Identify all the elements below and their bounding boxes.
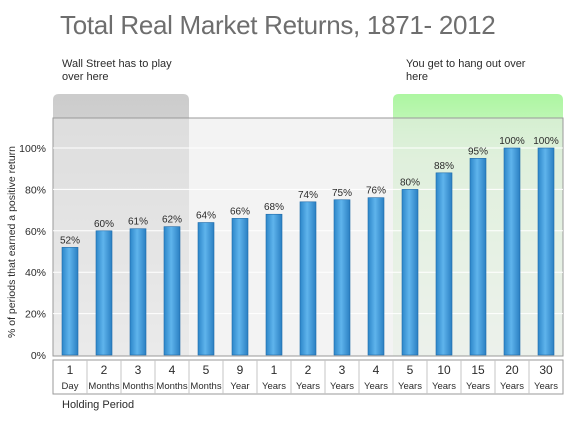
x-tick-number: 9 [237,363,244,377]
x-tick-number: 20 [505,363,519,377]
x-tick-unit: Months [156,381,187,392]
bar [537,147,555,356]
x-tick-unit: Years [398,381,422,392]
data-label: 61% [128,217,148,228]
bar [435,172,453,356]
x-tick-unit: Months [122,381,153,392]
y-tick-label: 100% [19,143,46,155]
x-tick-unit: Years [466,381,490,392]
data-label: 100% [533,136,559,147]
x-tick-unit: Years [432,381,456,392]
x-tick-number: 2 [305,363,312,377]
x-tick-number: 1 [271,363,278,377]
chart-title: Total Real Market Returns, 1871- 2012 [60,10,496,40]
x-tick-number: 3 [339,363,346,377]
data-label: 100% [499,136,525,147]
bar [163,226,181,356]
x-tick-number: 5 [203,363,210,377]
bar [401,189,419,356]
data-label: 52% [60,235,80,246]
x-tick-number: 4 [373,363,380,377]
annotation-you: You get to hang out over here [406,58,526,83]
x-tick-number: 1 [67,363,74,377]
x-axis-band [52,359,564,395]
x-tick-unit: Year [230,381,249,392]
x-tick-unit: Day [62,381,79,392]
x-tick-unit: Months [190,381,221,392]
x-axis-label: Holding Period [62,399,135,411]
x-tick-number: 30 [539,363,553,377]
y-axis-label: % of periods that earned a positive retu… [6,145,18,339]
bar [503,147,521,356]
y-axis-ticks: 0% 20% 40% 60% 80% 100% [19,143,46,362]
bar [61,247,79,356]
data-label: 60% [94,219,114,230]
x-tick-number: 4 [169,363,176,377]
y-tick-label: 60% [25,226,46,238]
x-tick-unit: Years [330,381,354,392]
data-labels: 52% 60% 61% 62% 64% 66% 68% 74% 75% 76% 80% 88% 95% 1… [60,136,559,246]
x-tick-number: 3 [135,363,142,377]
data-label: 76% [366,186,386,197]
x-tick-unit: Years [296,381,320,392]
y-tick-label: 0% [31,350,46,362]
y-tick-label: 80% [25,184,46,196]
x-tick-number: 5 [407,363,414,377]
x-tick-unit: Years [364,381,388,392]
data-label: 95% [468,146,488,157]
data-label: 66% [230,206,250,217]
x-tick-number: 2 [101,363,108,377]
bar [367,197,385,356]
bars [61,147,555,356]
bar [129,228,147,356]
data-label: 68% [264,202,284,213]
annotation-wall-street: Wall Street has to play over here [62,58,172,83]
x-tick-number: 15 [471,363,485,377]
bar [469,158,487,356]
data-label: 64% [196,211,216,222]
data-label: 88% [434,161,454,172]
data-label: 80% [400,177,420,188]
x-tick-unit: Years [262,381,286,392]
bar [333,199,351,356]
y-axis-label-wrap: % of periods that earned a positive retu… [5,127,19,357]
x-tick-unit: Months [88,381,119,392]
data-label: 62% [162,215,182,226]
x-tick-unit: Years [500,381,524,392]
bar [197,222,215,356]
bar [231,218,249,356]
bar [95,230,113,356]
data-label: 74% [298,190,318,201]
data-label: 75% [332,188,352,199]
x-tick-unit: Years [534,381,558,392]
y-tick-label: 40% [25,267,46,279]
bar [265,213,283,356]
y-tick-label: 20% [25,309,46,321]
x-tick-number: 10 [437,363,451,377]
bar [299,201,317,356]
x-axis: 1 Day 2 Months 3 Months 4 Months 5 Months 9 Year 1 Ye… [52,359,564,395]
